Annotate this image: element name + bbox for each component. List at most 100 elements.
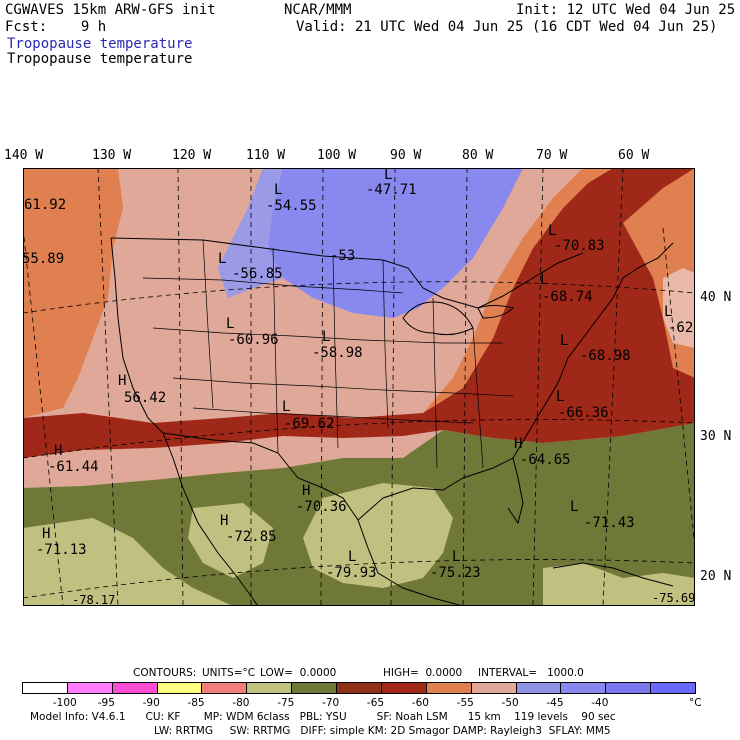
graticule xyxy=(23,168,695,606)
pressure-center-letter: H xyxy=(42,526,51,542)
pressure-center-letter: L xyxy=(226,316,235,332)
pressure-center-letter: H xyxy=(220,513,229,529)
lat-label: 30 N xyxy=(700,429,732,444)
temperature-label: -56.85 xyxy=(232,266,283,282)
pressure-center-letter: H xyxy=(54,443,63,459)
orange-west-region xyxy=(23,168,123,418)
temperature-label: -60.96 xyxy=(228,332,279,348)
colorbar-swatch xyxy=(22,682,68,694)
model-info-line-2: LW: RRTMG SW: RRTMG DIFF: simple KM: 2D … xyxy=(154,725,611,737)
colorbar-tick-label: -70 xyxy=(322,697,340,709)
contours-label: CONTOURS: xyxy=(133,667,197,679)
red-band-region xyxy=(23,168,695,458)
temperature-label: -75.69 xyxy=(652,592,696,605)
lon-label: 80 W xyxy=(462,148,494,163)
blue-light-region xyxy=(218,168,283,298)
temperature-label: -79.93 xyxy=(326,565,377,581)
colorbar-swatch xyxy=(336,682,382,694)
temperature-label: -75.23 xyxy=(430,565,481,581)
lon-label: 100 W xyxy=(317,148,357,163)
temperature-label: -47.71 xyxy=(366,182,417,198)
colorbar-tick-label: -75 xyxy=(277,697,295,709)
lat-label: 20 N xyxy=(700,569,732,584)
temperature-label: -71.43 xyxy=(584,515,635,531)
pressure-center-letter: L xyxy=(560,333,569,349)
colorbar-swatch xyxy=(560,682,607,694)
pressure-center-letter: L xyxy=(274,182,283,198)
temperature-label: -72.85 xyxy=(226,529,277,545)
init-time: Init: 12 UTC Wed 04 Jun 25 xyxy=(516,2,736,18)
khaki-caribbean-region xyxy=(543,563,695,606)
colorbar-swatch xyxy=(291,682,338,694)
colorbar-tick-label: -45 xyxy=(546,697,564,709)
orange-rim-region xyxy=(423,168,613,413)
colorbar-swatch xyxy=(425,682,472,694)
colorbar-tick-label: -80 xyxy=(232,697,250,709)
khaki-south-region xyxy=(188,503,273,578)
valid-time: Valid: 21 UTC Wed 04 Jun 25 (16 CDT Wed … xyxy=(296,19,718,35)
colorbar-tick-label: -60 xyxy=(411,697,429,709)
lon-label: 90 W xyxy=(390,148,422,163)
colorbar-swatch xyxy=(380,682,427,694)
lon-label: 120 W xyxy=(172,148,212,163)
pressure-center-letter: H xyxy=(118,373,127,389)
lat-label: 40 N xyxy=(700,290,732,305)
coastlines-borders xyxy=(110,237,674,606)
colorbar-swatch xyxy=(650,682,696,694)
high-label: HIGH= 0.0000 xyxy=(383,667,463,679)
field-title-secondary: Tropopause temperature xyxy=(7,51,193,67)
colorbar-tick-label: -100 xyxy=(52,697,77,709)
interval-label: INTERVAL= 1000.0 xyxy=(478,667,584,679)
pale-pink-region xyxy=(663,268,695,348)
colorbar-swatch xyxy=(470,682,517,694)
khaki-gulf-region xyxy=(303,483,453,588)
pressure-center-letter: H xyxy=(514,436,523,452)
pressure-center-letter: L xyxy=(548,223,557,239)
pressure-center-letter: L xyxy=(282,399,291,415)
colorbar-swatch xyxy=(111,682,158,694)
temperature-label: 56.42 xyxy=(124,390,167,406)
lon-label: 110 W xyxy=(246,148,286,163)
temperature-label: -61.44 xyxy=(48,459,99,475)
lon-label: 130 W xyxy=(92,148,132,163)
pressure-center-letter: L xyxy=(452,549,461,565)
temperature-label: -68.98 xyxy=(580,348,631,364)
temperature-label: -54.55 xyxy=(266,198,317,214)
lon-label: 70 W xyxy=(536,148,568,163)
model-title: CGWAVES 15km ARW-GFS init xyxy=(5,2,216,18)
colorbar-swatch xyxy=(605,682,652,694)
colorbar-tick-label: -85 xyxy=(187,697,205,709)
khaki-region xyxy=(23,518,233,606)
colorbar-tick-label: -65 xyxy=(366,697,385,709)
temperature-label: -64.65 xyxy=(520,452,571,468)
low-label: LOW= 0.0000 xyxy=(260,667,337,679)
colorbar-swatch xyxy=(515,682,562,694)
pressure-center-letter: L xyxy=(556,389,565,405)
temperature-label: 55.89 xyxy=(22,251,65,267)
map-panel xyxy=(23,168,695,606)
lon-label: 140 W xyxy=(4,148,44,163)
pressure-center-letter: L xyxy=(348,549,357,565)
colorbar-tick-label: -90 xyxy=(142,697,160,709)
institution: NCAR/MMM xyxy=(284,2,352,18)
temperature-label: -53 xyxy=(330,248,356,264)
colorbar-swatch xyxy=(66,682,113,694)
temperature-label: -69.62 xyxy=(284,416,335,432)
units-label: UNITS=°C xyxy=(202,667,256,679)
pressure-center-letter: H xyxy=(302,483,311,499)
temperature-label: -71.13 xyxy=(36,542,87,558)
blue-region xyxy=(218,168,523,318)
pressure-center-letter: L xyxy=(570,499,579,515)
temperature-label: -70.36 xyxy=(296,499,347,515)
temperature-label: -66.36 xyxy=(558,405,609,421)
colorbar-swatch xyxy=(156,682,203,694)
colorbar-tick-label: -95 xyxy=(97,697,115,709)
pressure-center-letter: L xyxy=(540,272,549,288)
pressure-center-letter: L xyxy=(384,167,393,183)
colorbar-tick-label: -50 xyxy=(501,697,519,709)
colorbar-unit: °C xyxy=(689,697,702,709)
field-title-primary: Tropopause temperature xyxy=(7,36,193,52)
colorbar-tick-label: -40 xyxy=(591,697,609,709)
colorbar-tick-label: -55 xyxy=(456,697,474,709)
pressure-center-letter: L xyxy=(322,329,331,345)
